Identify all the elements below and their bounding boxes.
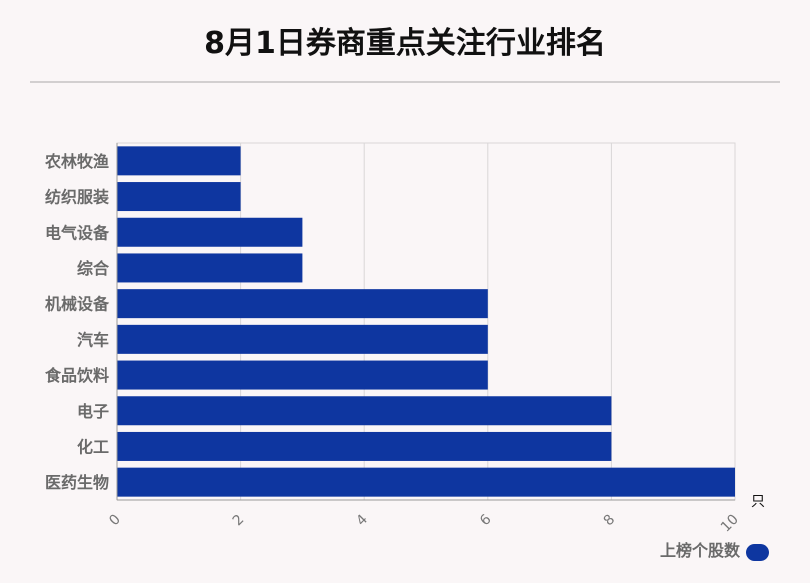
category-label: 医药生物: [45, 473, 109, 492]
bar: [117, 289, 488, 319]
chart-title: 8月1日券商重点关注行业排名: [204, 26, 606, 61]
legend-label: 上榜个股数: [660, 541, 741, 560]
category-label: 机械设备: [45, 295, 110, 314]
x-unit-label: 只: [751, 494, 765, 510]
bar: [117, 396, 612, 426]
legend-swatch: [746, 544, 769, 561]
title-divider: [30, 81, 780, 83]
x-tick-label: 0: [106, 512, 124, 530]
x-tick-label: 8: [601, 512, 619, 530]
bar: [117, 217, 303, 247]
x-tick-label: 6: [477, 511, 495, 529]
bar: [117, 253, 303, 283]
bar: [117, 467, 735, 497]
category-label: 电气设备: [45, 223, 110, 242]
category-label: 食品饮料: [44, 366, 109, 385]
category-label: 电子: [77, 402, 109, 421]
bar: [117, 360, 488, 390]
category-label: 纺织服装: [45, 188, 109, 207]
category-label: 农林牧渔: [44, 152, 109, 171]
bar: [117, 431, 612, 461]
x-tick-label: 10: [718, 512, 742, 536]
bar: [117, 182, 241, 212]
bar: [117, 324, 488, 354]
category-label: 综合: [77, 259, 110, 278]
x-tick-label: 4: [353, 511, 371, 529]
bar: [117, 146, 241, 176]
x-tick-label: 2: [230, 512, 248, 530]
category-label: 汽车: [77, 330, 109, 349]
category-label: 化工: [77, 437, 109, 456]
